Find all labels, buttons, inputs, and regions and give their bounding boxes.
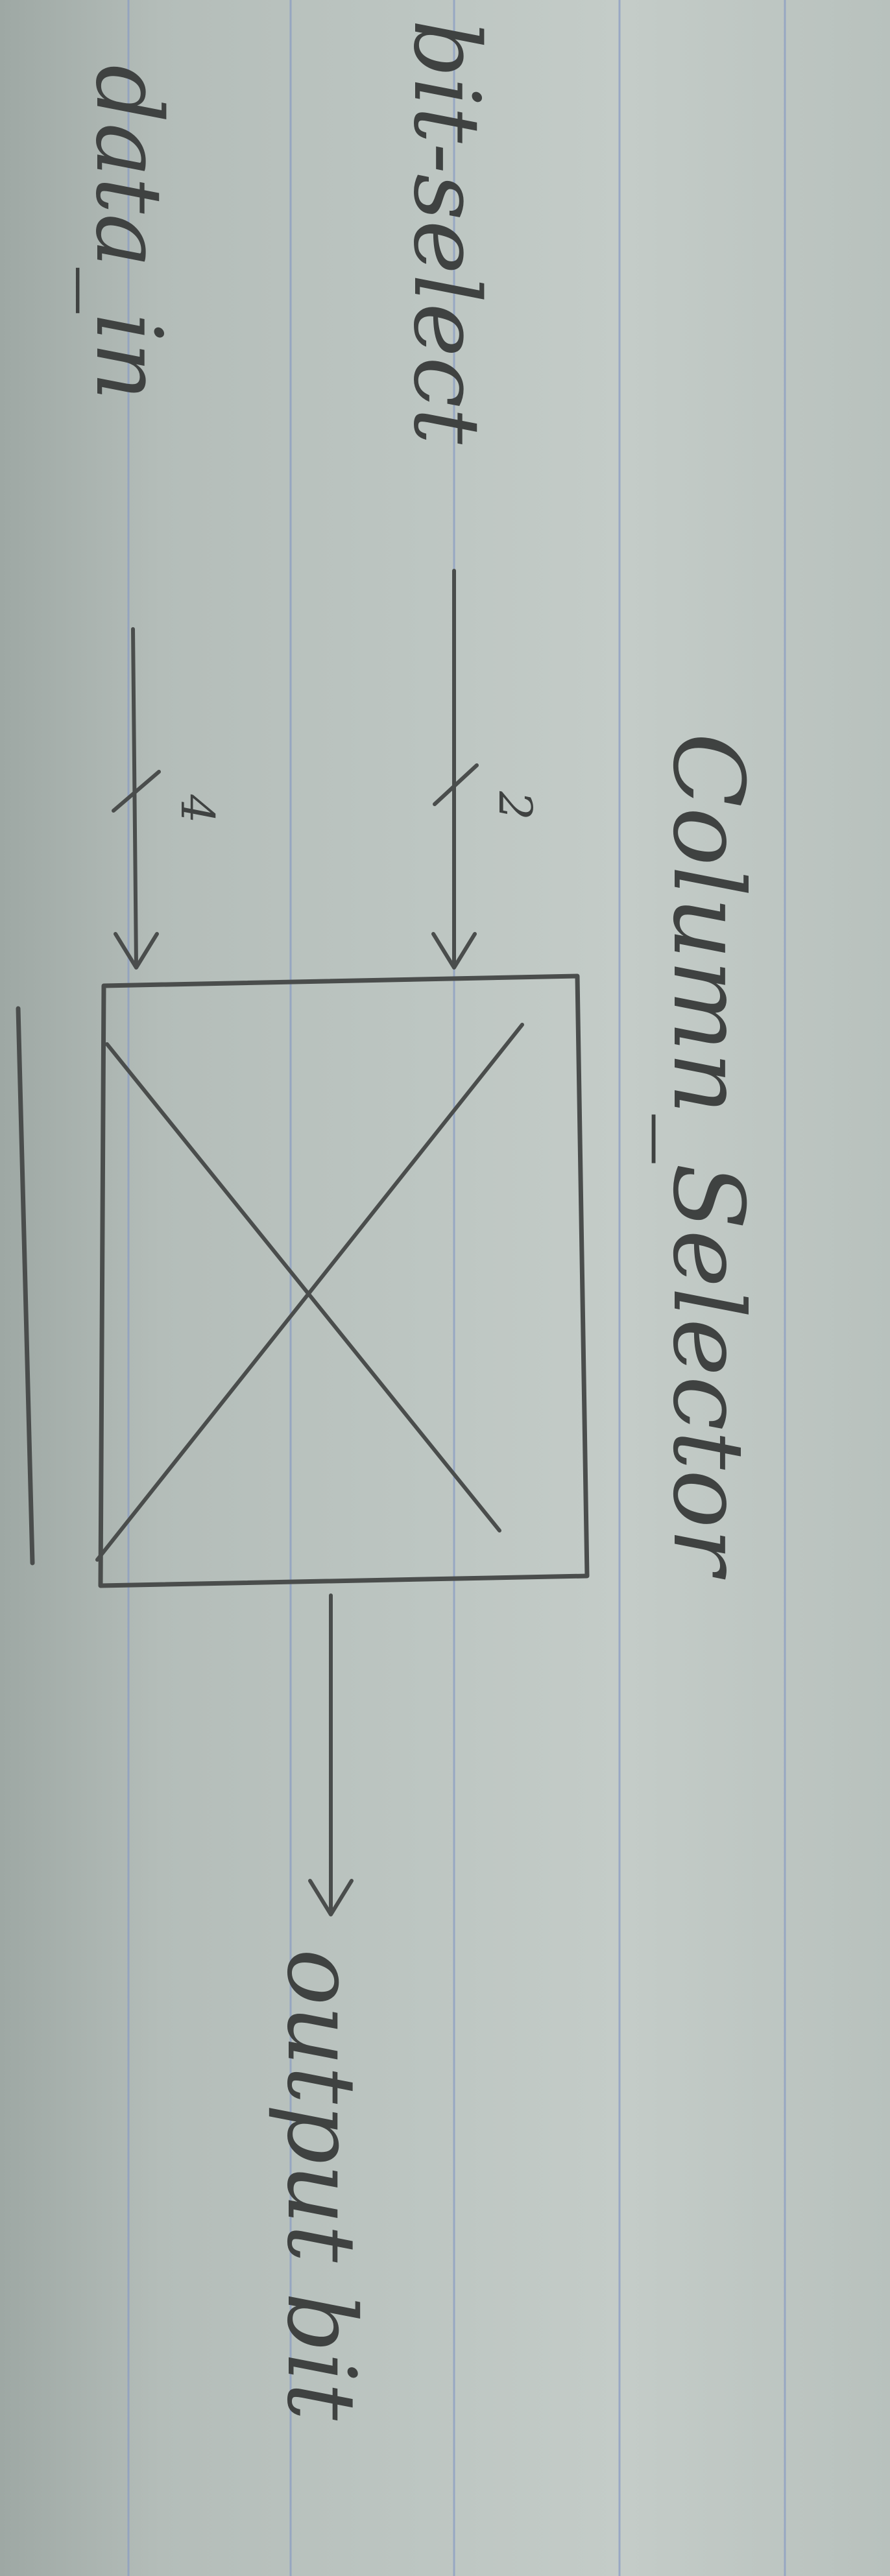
column-selector-block xyxy=(95,973,590,1588)
margin-mark xyxy=(16,1006,35,1566)
bit-select-arrow xyxy=(431,569,479,970)
title-label: Column_Selector xyxy=(651,733,764,1580)
data-in-label: data_in xyxy=(75,65,181,401)
data-in-width-label: 4 xyxy=(171,794,224,824)
output-label: output bit xyxy=(266,1949,376,2421)
output-arrow xyxy=(308,1593,354,1916)
bit-select-width-label: 2 xyxy=(488,791,542,820)
bit-select-label: bit-select xyxy=(393,19,499,445)
data-in-arrow xyxy=(112,627,161,970)
ruled-lines xyxy=(127,0,786,2576)
